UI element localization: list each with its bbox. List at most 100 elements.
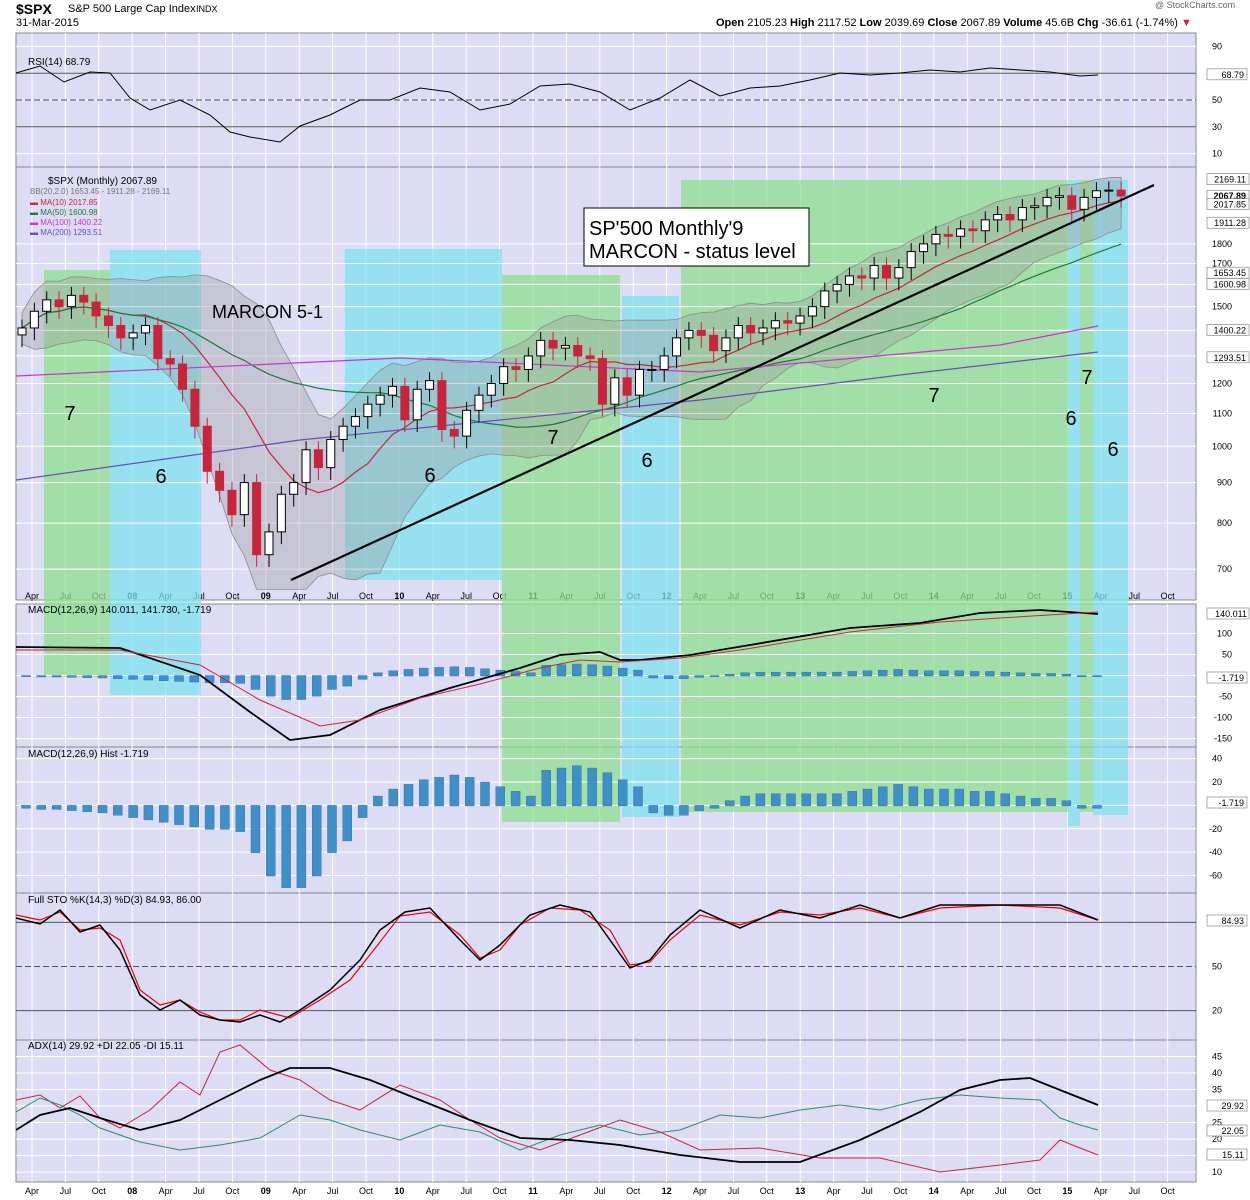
ohlc-bar: Open 2105.23 High 2117.52 Low 2039.69 Cl… — [716, 17, 1192, 29]
macd-hist-bar — [816, 671, 827, 677]
candle-body — [733, 325, 743, 339]
macd-hist-bar — [878, 669, 888, 677]
macd-hist-bar — [1092, 675, 1102, 677]
price-tag — [1206, 198, 1250, 210]
candle-body — [103, 315, 113, 327]
candle-body — [425, 380, 435, 390]
hist-bar — [327, 805, 337, 853]
candle-body — [709, 334, 719, 352]
macd-hist-bar — [250, 675, 261, 690]
hist-label: MACD(12,26,9) Hist -1.719 — [28, 749, 149, 760]
marcon-level-label: 6 — [1065, 408, 1076, 430]
candle-body — [153, 325, 163, 360]
candle-body — [227, 489, 237, 516]
x-tick-label: Oct — [359, 591, 374, 601]
hist-bar — [847, 791, 857, 807]
macd-hist-bar — [296, 675, 307, 700]
price-tag — [1206, 351, 1250, 364]
hist-bar — [204, 805, 215, 830]
candle-body — [894, 267, 904, 279]
x-tick-label: 09 — [261, 591, 271, 601]
macd-hist-bar — [556, 664, 567, 677]
y-tick-label: 700 — [1217, 564, 1232, 574]
hist-bar — [816, 793, 827, 807]
price-tag — [1206, 278, 1250, 290]
candle-body — [511, 366, 521, 370]
candle-body — [684, 329, 694, 339]
hist-bar — [526, 795, 536, 807]
candle-body — [1030, 205, 1040, 209]
hist-bar — [312, 805, 322, 877]
candle-body — [1091, 190, 1101, 198]
hist-bar — [266, 805, 276, 877]
ma-label: ▬ MA(100) 1400.22 — [30, 218, 103, 227]
macd-hist-bar — [1000, 671, 1010, 677]
candle-body — [832, 283, 842, 292]
chart-header: $SPX S&P 500 Large Cap Index INDX 31-Mar… — [0, 0, 1250, 32]
x-tick-label: Oct — [893, 1186, 908, 1196]
zone-box — [1093, 180, 1128, 815]
x-tick-label: Apr — [426, 1186, 440, 1196]
x-tick-label: Apr — [559, 1186, 573, 1196]
annotation-line-1: SP'500 Monthly'9 — [589, 218, 743, 240]
y-tick-label: -60 — [1209, 870, 1222, 880]
candle-body — [289, 482, 299, 495]
macd-hist-bar — [602, 665, 613, 677]
x-tick-label: 13 — [795, 1186, 805, 1196]
price-tag-label: 2169.11 — [1214, 175, 1246, 185]
x-tick-label: Jul — [1128, 591, 1140, 601]
macd-hist-bar — [740, 672, 750, 677]
x-tick-label: Oct — [493, 591, 508, 601]
macd-hist-bar — [373, 672, 383, 677]
candle-body — [66, 294, 76, 308]
macd-hist-bar — [266, 675, 276, 697]
candle-body — [1017, 207, 1027, 221]
macd-hist-bar — [755, 671, 766, 677]
annotation-box — [583, 207, 810, 267]
hist-bar — [357, 805, 368, 818]
candle-body — [1054, 195, 1064, 198]
hist-bar — [954, 788, 964, 807]
hist-bar — [618, 779, 628, 807]
hist-bar — [510, 791, 521, 807]
hist-bar — [832, 793, 842, 807]
hist-bar — [862, 788, 873, 807]
chg-label: Chg — [1077, 17, 1099, 29]
y-tick-label: 1700 — [1212, 259, 1232, 269]
candle-body — [178, 363, 188, 390]
y-tick-label: 20 — [1212, 1006, 1222, 1016]
marcon-level-label: 6 — [155, 466, 166, 488]
hist-bar — [587, 767, 597, 807]
macd-hist-bar — [357, 675, 368, 680]
macd-hist-bar — [36, 675, 46, 678]
y-tick-label: 25 — [1212, 1118, 1222, 1128]
y-tick-label: 1800 — [1212, 239, 1232, 249]
macd-tag — [1206, 607, 1250, 620]
hist-bar — [1061, 800, 1072, 807]
hist-bar — [541, 770, 551, 807]
close-label: Close — [927, 17, 958, 29]
y-tick-label: 50 — [1222, 649, 1232, 659]
macd-hist-bar — [801, 671, 811, 677]
y-tick-label: 50 — [1212, 95, 1222, 105]
macd-hist-bar — [113, 675, 123, 679]
hist-bar — [602, 772, 613, 807]
ma10-line — [21, 200, 1122, 494]
x-tick-label: Oct — [225, 1186, 240, 1196]
macd-hist-bar — [969, 671, 980, 677]
candle-body — [1042, 196, 1052, 207]
candle-body — [622, 377, 632, 396]
macd-hist-bar — [786, 671, 796, 677]
macd-hist-bar — [924, 670, 934, 677]
macd-hist-bar — [312, 675, 322, 697]
candle-body — [783, 320, 793, 324]
sto-tag — [1206, 914, 1248, 927]
y-tick-label: 40 — [1212, 754, 1222, 764]
candle-body — [388, 385, 397, 396]
candle-body — [795, 315, 805, 324]
candle-body — [165, 358, 175, 365]
y-tick-label: 1100 — [1213, 408, 1232, 418]
macd-signal-line — [16, 611, 1099, 727]
candle-body — [943, 233, 953, 237]
candle-body — [523, 355, 533, 370]
